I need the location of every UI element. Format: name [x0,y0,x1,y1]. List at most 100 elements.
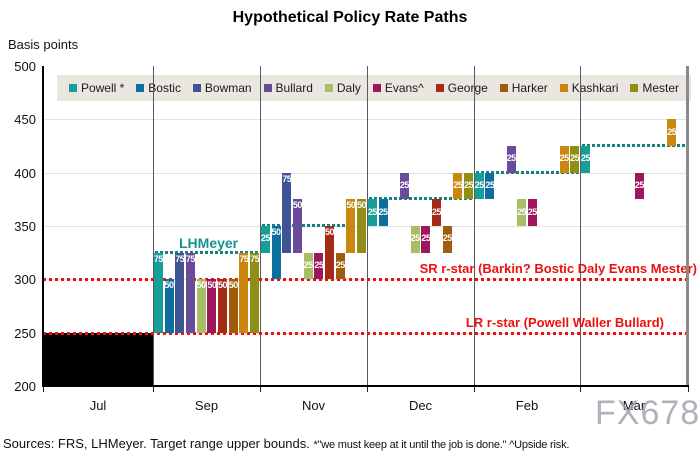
bar-hike-label: 25 [464,180,474,190]
bar-hike-label: 50 [207,280,217,291]
bar-nov-evans [314,252,324,280]
bar-hike-label: 75 [250,253,260,264]
bar-dec-george [432,199,442,226]
x-axis-label: Feb [515,398,539,413]
bar-sep-evans [207,279,217,333]
y-axis-tick-label: 500 [14,59,36,74]
legend-item-bostic: Bostic [136,81,181,95]
x-axis-tick [367,387,368,392]
watermark: FX678 [595,394,700,432]
legend-item-daly: Daly [324,81,361,95]
bar-hike-label: 50 [325,227,335,237]
bar-hike-label: 75 [153,253,164,264]
legend-item-label: George [447,81,488,95]
bar-hike-label: 25 [421,233,431,244]
bar-hike-label: 25 [378,206,389,217]
legend-item-label: Mester [642,81,680,95]
bar-sep-bowman [175,252,185,333]
bar-hike-label: 75 [185,253,196,264]
y-axis-tick-label: 250 [14,325,36,341]
bar-hike-label: 50 [164,280,175,291]
bar-hike-label: 25 [453,180,463,190]
bar-sep-kashkari [239,252,249,333]
lr-rstar-label: LR r-star (Powell Waller Bullard) [465,314,664,330]
legend-item-label: Bowman [204,81,252,95]
bar-dec-mester [464,172,474,200]
legend-swatch-icon [192,84,201,92]
x-axis-tick [43,387,44,392]
y-axis-tick-label: 200 [14,379,36,394]
bar-feb-powell [474,172,484,200]
sr-rstar-label: SR r-star (Barkin? Bostic Daly Evans Mes… [419,261,697,277]
lhmeyer-path-segment [369,197,474,201]
lhmeyer-series-label: LHMeyer [179,235,239,251]
bar-sep-bostic [164,279,174,333]
x-axis-label: Sep [194,398,219,413]
bar-hike-label: 25 [474,180,485,190]
bar-feb-mester [570,146,580,173]
vertical-gridline [153,66,154,386]
legend-item-label: Kashkari [571,81,619,95]
bar-sep-harker [228,279,238,333]
bar-hike-label: 50 [271,227,282,237]
bar-hike-label: 50 [292,200,303,211]
legend-item-harker: Harker [499,81,548,95]
legend-item-label: Powell * [80,81,125,95]
y-axis-tick-label: 350 [14,219,36,234]
bar-hike-label: 25 [314,260,324,270]
bar-nov-bowman [282,172,292,253]
bar-nov-bullard [292,199,302,253]
bar-hike-label: 25 [367,206,378,217]
bar-hike-label: 25 [335,260,346,270]
bar-hike-label: 50 [357,200,367,211]
bar-hike-label: 25 [559,153,570,164]
bar-hike-label: 25 [580,153,591,164]
legend-swatch-icon [68,84,77,92]
legend-item-label: Bullard [275,81,313,95]
legend-item-label: Bostic [148,81,181,95]
vertical-gridline [580,66,581,386]
bar-hike-label: 25 [410,233,421,244]
legend-swatch-icon [263,84,272,92]
x-axis-label: Nov [301,398,326,413]
bar-hike-label: 25 [527,206,538,217]
legend: Powell * Bostic Bowman Bullard Daly Evans^ Geo… [57,75,691,101]
legend-item-label: Daly [336,81,361,95]
bar-hike-label: 25 [442,233,453,244]
bar-sep-bullard [185,252,195,333]
vertical-gridline [260,66,261,386]
legend-swatch-icon [136,84,145,92]
x-axis-line [42,385,689,387]
legend-swatch-icon [499,84,508,92]
initial-rate-box [43,332,153,386]
bar-sep-george [218,279,228,333]
bar-dec-powell [367,199,377,226]
bar-dec-evans [421,226,431,253]
lhmeyer-path-segment [582,144,688,147]
bar-hike-label: 25 [517,206,527,217]
bar-hike-label: 50 [196,280,207,291]
bar-mar-evans [634,172,644,200]
legend-item-powell: Powell * [68,81,125,95]
legend-item-evans: Evans^ [372,81,424,95]
bar-mar-powell [580,146,590,173]
legend-item-kashkari: Kashkari [559,81,619,95]
x-axis-tick [260,387,261,392]
x-axis-label: Dec [408,398,433,413]
reference-line-lr [43,331,688,335]
vertical-gridline [474,66,475,386]
bar-sep-mester [250,252,260,333]
bar-nov-harker [335,252,345,280]
x-axis-tick [153,387,154,392]
bar-dec-harker [442,226,452,253]
legend-item-label: Harker [511,81,548,95]
bar-nov-kashkari [346,199,356,253]
lhmeyer-path-segment [262,224,367,227]
bar-hike-label: 50 [346,200,356,211]
bar-feb-kashkari [559,146,569,173]
y-axis-tick-label: 400 [14,165,36,181]
lhmeyer-path-segment [476,170,580,174]
bar-sep-daly [196,279,206,333]
